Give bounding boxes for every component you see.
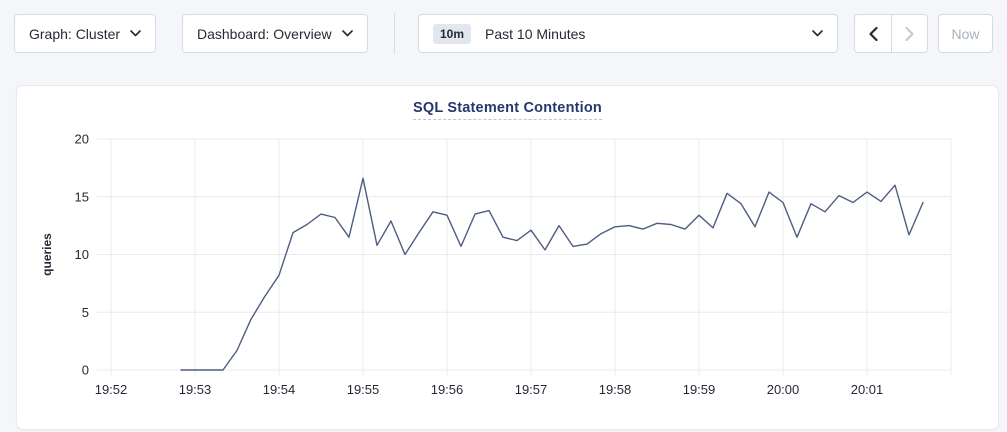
chart-card: SQL Statement Contention 0 5 10 15 20 19:52 19… bbox=[16, 85, 999, 430]
svg-text:19:59: 19:59 bbox=[683, 382, 716, 397]
chart-title[interactable]: SQL Statement Contention bbox=[412, 100, 602, 120]
next-range-button[interactable] bbox=[891, 14, 928, 53]
chevron-right-icon bbox=[905, 26, 914, 41]
svg-text:19:53: 19:53 bbox=[179, 382, 212, 397]
chevron-left-icon bbox=[868, 26, 878, 41]
svg-text:19:54: 19:54 bbox=[263, 382, 296, 397]
chart-title-row: SQL Statement Contention bbox=[17, 86, 998, 120]
svg-text:0: 0 bbox=[82, 363, 89, 378]
svg-text:20:01: 20:01 bbox=[851, 382, 884, 397]
dashboard-dropdown[interactable]: Dashboard: Overview bbox=[182, 14, 368, 53]
dashboard-dropdown-label: Dashboard: Overview bbox=[197, 25, 332, 42]
chevron-down-icon bbox=[130, 30, 141, 37]
svg-text:20: 20 bbox=[75, 132, 89, 147]
svg-text:queries: queries bbox=[40, 233, 54, 276]
sql-contention-line-chart[interactable]: 0 5 10 15 20 19:52 19:53 19:54 19:55 19:56 19:57 19… bbox=[17, 119, 1000, 409]
now-button[interactable]: Now bbox=[938, 14, 993, 53]
svg-text:19:56: 19:56 bbox=[431, 382, 464, 397]
toolbar-divider bbox=[394, 13, 395, 54]
svg-text:20:00: 20:00 bbox=[767, 382, 800, 397]
svg-text:5: 5 bbox=[82, 305, 89, 320]
graph-dropdown[interactable]: Graph: Cluster bbox=[14, 14, 157, 53]
chevron-down-icon bbox=[812, 30, 823, 37]
toolbar: Graph: Cluster Dashboard: Overview 10m P… bbox=[0, 0, 1007, 68]
svg-text:10: 10 bbox=[75, 247, 89, 262]
svg-text:19:55: 19:55 bbox=[347, 382, 380, 397]
time-range-label: Past 10 Minutes bbox=[485, 25, 586, 42]
svg-text:19:58: 19:58 bbox=[599, 382, 632, 397]
svg-text:19:52: 19:52 bbox=[95, 382, 128, 397]
prev-range-button[interactable] bbox=[854, 14, 891, 53]
time-range-badge: 10m bbox=[433, 23, 472, 44]
time-range-step-buttons bbox=[854, 14, 928, 53]
time-range-picker[interactable]: 10m Past 10 Minutes bbox=[418, 14, 838, 53]
svg-text:19:57: 19:57 bbox=[515, 382, 548, 397]
graph-dropdown-label: Graph: Cluster bbox=[29, 25, 121, 42]
svg-text:15: 15 bbox=[75, 189, 89, 204]
chevron-down-icon bbox=[341, 30, 353, 37]
